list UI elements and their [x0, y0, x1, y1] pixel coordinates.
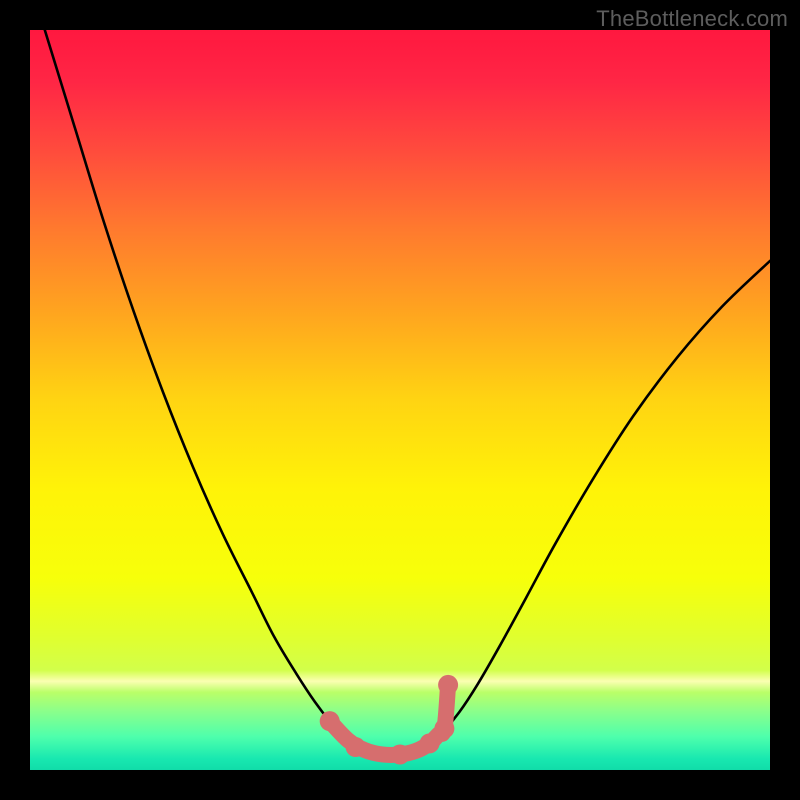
plot-area: [30, 30, 770, 770]
chart-frame: TheBottleneck.com: [0, 0, 800, 800]
highlight-marker: [434, 719, 454, 739]
bottleneck-curve: [45, 30, 770, 755]
highlight-marker: [320, 711, 340, 731]
curve-layer: [30, 30, 770, 770]
highlight-marker: [346, 737, 366, 757]
watermark-text: TheBottleneck.com: [596, 6, 788, 32]
highlight-marker: [390, 744, 410, 764]
highlight-marker: [438, 675, 458, 695]
highlight-marker: [420, 733, 440, 753]
